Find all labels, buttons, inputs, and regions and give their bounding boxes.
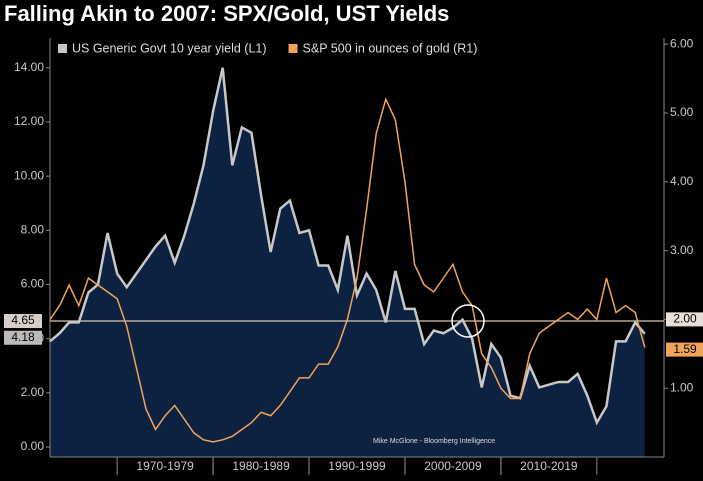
legend-swatch — [288, 44, 298, 53]
y-tick-label: 12.00 — [14, 114, 44, 128]
y2-tick-label: 6.00 — [670, 36, 694, 50]
chart-title: Falling Akin to 2007: SPX/Gold, UST Yiel… — [4, 1, 449, 26]
last-value-label: 4.18 — [11, 330, 35, 344]
series-line — [49, 97, 646, 443]
series-line — [49, 67, 646, 426]
y-tick-label: 0.00 — [21, 439, 45, 453]
source: Mike McGlone - Bloomberg Intelligence — [373, 438, 495, 445]
reference-label: 4.65 — [11, 313, 35, 327]
y2-tick-label: 1.00 — [670, 380, 694, 394]
y-tick-label: 10.00 — [14, 168, 44, 182]
last-value-label-box — [666, 342, 703, 357]
last-value-label: 1.59 — [673, 342, 697, 356]
y2-tick-label: 4.00 — [670, 174, 694, 188]
reference-label-box — [4, 314, 42, 329]
legend-label: US Generic Govt 10 year yield (L1) — [72, 41, 267, 55]
x-band-label: 1990-1999 — [328, 459, 386, 473]
area — [50, 67, 645, 457]
y-tick-label: 8.00 — [21, 222, 45, 236]
reference-y2-label: 2.00 — [673, 312, 697, 326]
highlight-circle — [451, 304, 485, 338]
last-value-label-box — [4, 330, 42, 345]
legend-label: S&P 500 in ounces of gold (R1) — [303, 41, 478, 55]
reference-y2-label-box — [666, 312, 703, 327]
y-tick-label: 14.00 — [14, 60, 44, 74]
y-tick-label: 6.00 — [21, 277, 45, 291]
y-tick-label: 2.00 — [21, 385, 45, 399]
legend-swatch — [58, 44, 67, 53]
x-band-label: 1980-1989 — [232, 459, 290, 473]
plot: 0.00 2.00 4.00 6.00 8.00 10.00 12.00 14.00 1.00 2… — [4, 36, 703, 475]
x-band-label: 2010-2019 — [520, 459, 578, 473]
y2-tick-label: 3.00 — [670, 243, 694, 257]
y2-tick-label: 5.00 — [670, 105, 694, 119]
x-band-label: 2000-2009 — [424, 459, 482, 473]
x-band-label: 1970-1979 — [136, 459, 194, 473]
